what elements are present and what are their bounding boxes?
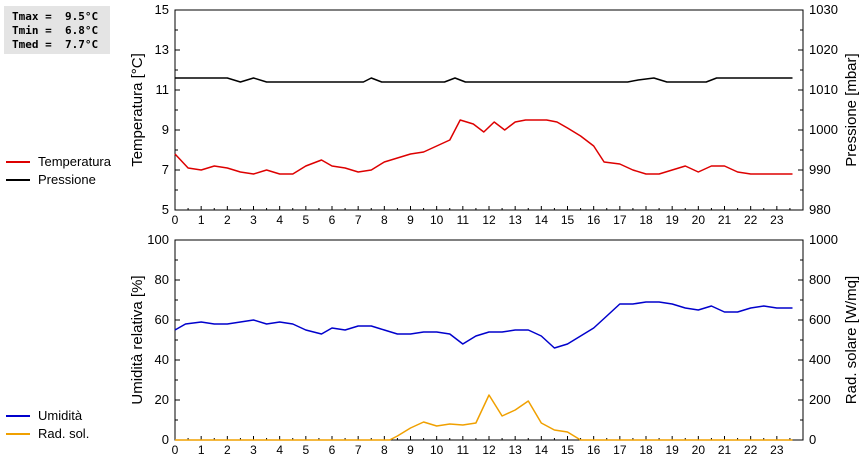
x-tick-label: 7 <box>355 213 362 227</box>
y-tick-label: 20 <box>155 392 169 407</box>
x-tick-label: 23 <box>770 213 784 227</box>
legend-label-pressione: Pressione <box>38 172 96 187</box>
x-tick-label: 0 <box>172 213 179 227</box>
x-tick-label: 21 <box>718 443 732 457</box>
y-axis-label: Temperatura [°C] <box>129 53 146 167</box>
stats-box: Tmax = 9.5°C Tmin = 6.8°C Tmed = 7.7°C <box>4 6 110 54</box>
y-right-tick-label: 1000 <box>809 122 838 137</box>
plot-frame <box>174 239 804 441</box>
y-axis-label: Umidità relativa [%] <box>129 275 146 404</box>
y-right-tick-label: 0 <box>809 432 816 447</box>
tmax-label: Tmax = 9.5°C <box>12 10 99 23</box>
y-tick-label: 7 <box>162 162 169 177</box>
y-right-tick-label: 990 <box>809 162 831 177</box>
legend-label-rad-sol: Rad. sol. <box>38 426 90 441</box>
x-tick-label: 1 <box>198 213 205 227</box>
x-tick-label: 8 <box>381 443 388 457</box>
y-tick-label: 40 <box>155 352 169 367</box>
x-tick-label: 11 <box>457 213 470 227</box>
x-tick-label: 12 <box>482 213 496 227</box>
y-tick-label: 5 <box>162 202 169 217</box>
x-tick-label: 14 <box>535 443 549 457</box>
tmin-label: Tmin = 6.8°C <box>12 24 99 37</box>
y-tick-label: 13 <box>155 42 169 57</box>
x-tick-label: 6 <box>329 213 336 227</box>
legend-swatch-umidita <box>6 415 30 417</box>
series-line-umidit <box>174 301 793 349</box>
x-tick-label: 4 <box>276 213 283 227</box>
x-tick-label: 4 <box>276 443 283 457</box>
x-tick-label: 2 <box>224 443 231 457</box>
legend-swatch-pressione <box>6 179 30 181</box>
plot-frame <box>174 9 804 211</box>
x-tick-label: 18 <box>639 213 653 227</box>
legend-swatch-temperatura <box>6 161 30 163</box>
y-right-tick-label: 400 <box>809 352 831 367</box>
y-tick-label: 15 <box>155 2 169 17</box>
x-tick-label: 12 <box>482 443 496 457</box>
x-tick-label: 15 <box>561 213 575 227</box>
x-tick-label: 8 <box>381 213 388 227</box>
series-line-pressione <box>175 77 793 83</box>
chart-panel-2: 0 1 2 3 4 5 6 7 8 9 10 11 12 13 14 15 16 17 18 19 20 21 22 2302… <box>129 232 860 457</box>
legend-label-umidita: Umidità <box>38 408 83 423</box>
x-tick-label: 10 <box>430 213 444 227</box>
x-tick-label: 2 <box>224 213 231 227</box>
y-right-tick-label: 1000 <box>809 232 838 247</box>
y-tick-label: 60 <box>155 312 169 327</box>
y-right-tick-label: 1030 <box>809 2 838 17</box>
x-tick-label: 1 <box>198 443 205 457</box>
x-tick-label: 14 <box>535 213 549 227</box>
y-right-tick-label: 980 <box>809 202 831 217</box>
legend-swatch-rad-sol <box>6 433 30 435</box>
chart-panel-1: 0 1 2 3 4 5 6 7 8 9 10 11 12 13 14 15 16 17 18 19 20 21 22 2357… <box>129 2 860 227</box>
x-tick-label: 19 <box>665 443 679 457</box>
x-tick-label: 9 <box>407 213 414 227</box>
x-tick-label: 15 <box>561 443 575 457</box>
x-tick-label: 18 <box>639 443 653 457</box>
x-tick-label: 6 <box>329 443 336 457</box>
x-tick-label: 5 <box>302 213 309 227</box>
legend-label-temperatura: Temperatura <box>38 154 111 169</box>
x-tick-label: 9 <box>407 443 414 457</box>
x-tick-label: 20 <box>692 213 706 227</box>
y-right-tick-label: 1020 <box>809 42 838 57</box>
x-tick-label: 16 <box>587 213 601 227</box>
x-tick-label: 16 <box>587 443 601 457</box>
y-right-tick-label: 1010 <box>809 82 838 97</box>
x-tick-label: 19 <box>665 213 679 227</box>
y-right-tick-label: 200 <box>809 392 831 407</box>
x-tick-label: 20 <box>692 443 706 457</box>
x-tick-label: 5 <box>302 443 309 457</box>
x-tick-label: 0 <box>172 443 179 457</box>
series-line-rad-sol <box>175 394 793 441</box>
y-right-tick-label: 600 <box>809 312 831 327</box>
x-tick-label: 21 <box>718 213 732 227</box>
y-tick-label: 100 <box>147 232 169 247</box>
x-tick-label: 7 <box>355 443 362 457</box>
x-tick-label: 3 <box>250 443 257 457</box>
y-right-axis-label: Pressione [mbar] <box>843 53 860 166</box>
y-tick-label: 80 <box>155 272 169 287</box>
y-tick-label: 0 <box>162 432 169 447</box>
x-tick-label: 13 <box>508 443 522 457</box>
x-tick-label: 23 <box>770 443 784 457</box>
x-tick-label: 17 <box>613 443 627 457</box>
x-tick-label: 3 <box>250 213 257 227</box>
y-tick-label: 9 <box>162 122 169 137</box>
tmed-label: Tmed = 7.7°C <box>12 38 99 51</box>
x-tick-label: 13 <box>508 213 522 227</box>
x-tick-label: 10 <box>430 443 444 457</box>
x-tick-label: 22 <box>744 213 758 227</box>
y-right-tick-label: 800 <box>809 272 831 287</box>
x-tick-label: 11 <box>457 443 470 457</box>
y-tick-label: 11 <box>156 82 170 97</box>
y-right-axis-label: Rad. solare [W/mq] <box>843 276 860 404</box>
x-tick-label: 17 <box>613 213 627 227</box>
x-tick-label: 22 <box>744 443 758 457</box>
series-line-temperatura <box>174 119 793 175</box>
